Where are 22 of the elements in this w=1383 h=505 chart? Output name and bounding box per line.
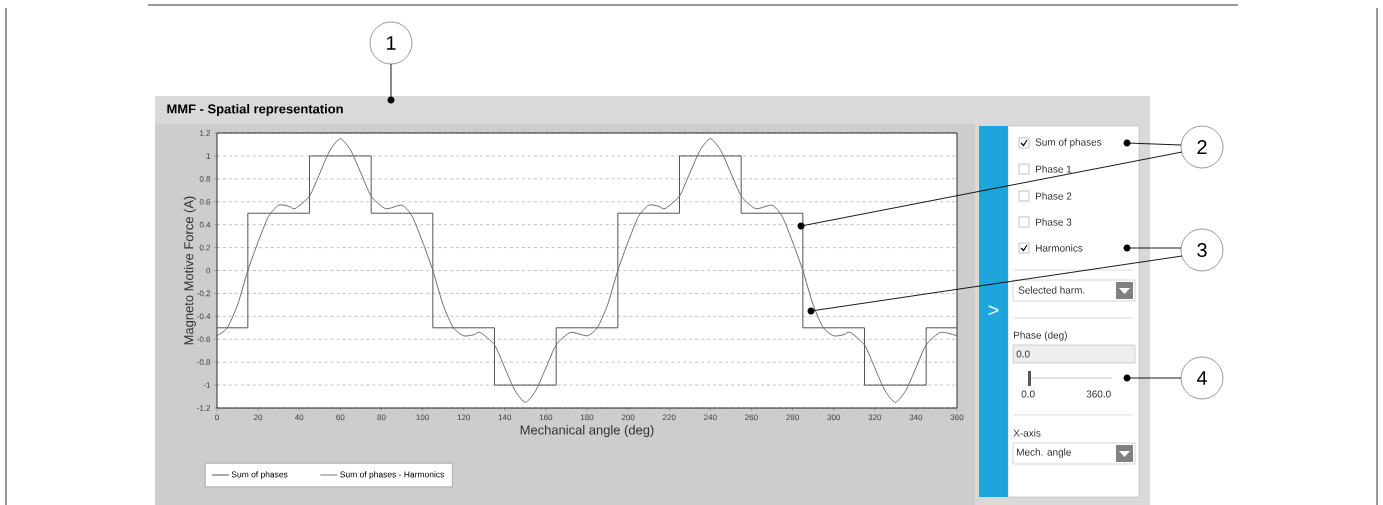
text: Mech. angle <box>1017 448 1071 458</box>
text: Phase 2 <box>1036 192 1072 200</box>
text: 1 <box>386 36 396 50</box>
chart-title: MMF - Spatial representation <box>167 103 343 117</box>
text: Harmonics <box>1036 244 1083 252</box>
legend-label: Sum of phases - Harmonics <box>340 471 444 480</box>
x-axis-title: Mechanical angle (deg) <box>520 425 654 438</box>
text: Selected harm. <box>1018 286 1085 294</box>
text: 3 <box>1197 242 1207 258</box>
y-axis-title: Magneto Motive Force (A) <box>183 196 196 345</box>
text: X-axis <box>1013 429 1041 437</box>
text: 2 <box>1197 140 1207 154</box>
legend-label: Sum of phases <box>231 471 288 480</box>
text: Phase (deg) <box>1014 331 1067 341</box>
text: Phase 3 <box>1036 218 1072 226</box>
text: 360.0 <box>1086 390 1111 398</box>
text: 0.0 <box>1016 350 1030 358</box>
text: 4 <box>1196 371 1207 385</box>
text: > <box>988 305 999 316</box>
text: Phase 1 <box>1036 165 1072 173</box>
text: 0.0 <box>1021 390 1035 398</box>
text: Sum of phases <box>1035 138 1102 148</box>
